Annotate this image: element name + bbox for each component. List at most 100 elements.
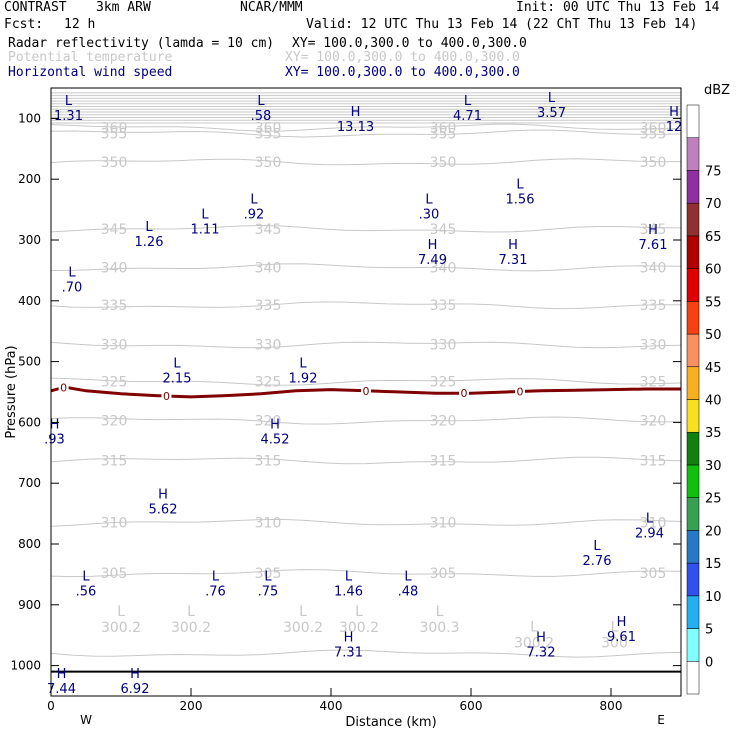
y-axis-title: Pressure (hPa) [4, 345, 19, 438]
init-time: Init: 00 UTC Thu 13 Feb 14 [516, 0, 720, 15]
colorbar-label: 75 [705, 164, 722, 179]
wind-extremum-value: .30 [419, 208, 440, 223]
theta-extremum-value: 300.2 [514, 635, 554, 651]
wind-extremum-value: 1.46 [334, 584, 363, 599]
theta-contour-label: 350 [430, 155, 457, 171]
theta-contour [50, 158, 682, 166]
wind-extremum-value: .58 [251, 109, 272, 124]
theta-contour-label: 355 [640, 127, 667, 143]
theta-extremum-value: 300.2 [283, 620, 323, 636]
theta-contour-label: 345 [640, 222, 667, 238]
colorbar-label: 50 [705, 328, 722, 343]
wind-extremum-letter: L [299, 357, 307, 372]
wind-extremum-value: 9.61 [607, 630, 636, 645]
y-tick-label: 300 [18, 233, 41, 247]
y-tick-label: 1000 [10, 659, 41, 673]
wind-extremum-letter: H [617, 615, 627, 630]
y-tick-label: 500 [18, 355, 41, 369]
wind-extremum-value: 7.49 [418, 253, 447, 268]
field-wind-speed: Horizontal wind speed [8, 65, 173, 80]
wind-extremum-letter: H [669, 105, 679, 120]
theta-extremum-value: 300.2 [171, 620, 211, 636]
theta-contour [50, 416, 682, 425]
theta-contour-label: 315 [101, 454, 128, 470]
freezing-level-label: 0 [461, 387, 468, 400]
theta-contour-label: 360 [430, 121, 457, 137]
theta-extremum-letter: L [611, 619, 619, 635]
colorbar-swatch [686, 235, 700, 269]
x-tick-label: 800 [600, 699, 623, 713]
theta-contour-label: 335 [430, 298, 457, 314]
freezing-label-bg [161, 390, 172, 403]
wind-extremum-letter: L [82, 569, 90, 584]
east-label: E [657, 713, 665, 727]
colorbar-swatch [686, 170, 700, 204]
theta-contour-label: 325 [640, 375, 667, 391]
field-reflectivity-xy: XY= 100.0,300.0 to 400.0,300.0 [292, 36, 527, 51]
colorbar-label: 60 [705, 263, 722, 278]
theta-contour-label: 305 [430, 566, 457, 582]
theta-extremum-letter: L [355, 604, 363, 620]
colorbar-label: 35 [705, 426, 722, 441]
theta-contour-label: 325 [430, 375, 457, 391]
wind-extremum-value: .75 [258, 584, 279, 599]
wind-extremum-value: 1.31 [54, 109, 83, 124]
wind-extremum-letter: L [464, 94, 472, 109]
theta-extremum-letter: L [299, 604, 307, 620]
theta-contour-label: 345 [101, 222, 128, 238]
theta-extremum-value: 300 [601, 635, 628, 651]
theta-contour-label: 305 [255, 566, 282, 582]
colorbar-swatch [686, 595, 700, 629]
colorbar-label: 25 [705, 492, 722, 507]
wind-extremum-value: .56 [76, 584, 97, 599]
theta-contour-label: 355 [430, 127, 457, 143]
theta-contour-label: 315 [255, 454, 282, 470]
freezing-level-line [50, 385, 681, 399]
colorbar-swatch [686, 333, 700, 368]
model-resolution: 3km ARW [96, 0, 151, 15]
colorbar-label: 5 [705, 623, 713, 638]
theta-contour-label: 345 [430, 222, 457, 238]
wind-extremum-letter: H [158, 487, 168, 502]
wind-extremum-letter: L [345, 569, 353, 584]
y-tick-label: 200 [18, 172, 41, 186]
wind-extremum-letter: L [593, 539, 601, 554]
theta-contour-label: 340 [255, 260, 282, 276]
theta-contour-label: 330 [255, 338, 282, 354]
colorbar-swatch [686, 268, 700, 302]
west-label: W [80, 713, 92, 727]
colorbar-swatch [686, 562, 700, 597]
colorbar-swatch [686, 530, 700, 564]
wind-extremum-value: 7.44 [47, 682, 76, 697]
theta-contour-label: 360 [255, 121, 282, 137]
organization: NCAR/MMM [240, 0, 303, 15]
theta-contour [50, 224, 682, 233]
wind-extremum-letter: L [173, 357, 181, 372]
colorbar-label: 45 [705, 361, 722, 376]
wind-extremum-value: .93 [44, 432, 65, 447]
colorbar-label: 55 [705, 295, 722, 310]
wind-extremum-value: 1.92 [289, 372, 318, 387]
theta-contour-label: 320 [640, 414, 667, 430]
wind-extremum-value: 13.13 [337, 120, 374, 135]
colorbar-swatch [686, 497, 700, 531]
wind-extremum-value: 2.76 [583, 554, 612, 569]
theta-contour-label: 360 [101, 121, 128, 137]
y-tick-label: 900 [18, 598, 41, 612]
theta-contour [50, 456, 682, 465]
theta-contour-label: 355 [101, 127, 128, 143]
wind-extremum-letter: L [212, 569, 220, 584]
theta-contour-label: 320 [101, 414, 128, 430]
x-tick-label: 400 [320, 699, 343, 713]
wind-extremum-letter: H [508, 238, 518, 253]
theta-contour [50, 518, 682, 527]
theta-contour-label: 335 [640, 298, 667, 314]
theta-contour [50, 263, 682, 272]
colorbar-swatch [686, 137, 700, 171]
theta-extremum-letter: L [187, 604, 195, 620]
colorbar-label: 70 [705, 197, 722, 212]
wind-extremum-value: 1.11 [191, 223, 220, 238]
y-tick-label: 400 [18, 294, 41, 308]
wind-extremum-value: 7.31 [334, 645, 363, 660]
wind-extremum-letter: H [130, 667, 140, 682]
